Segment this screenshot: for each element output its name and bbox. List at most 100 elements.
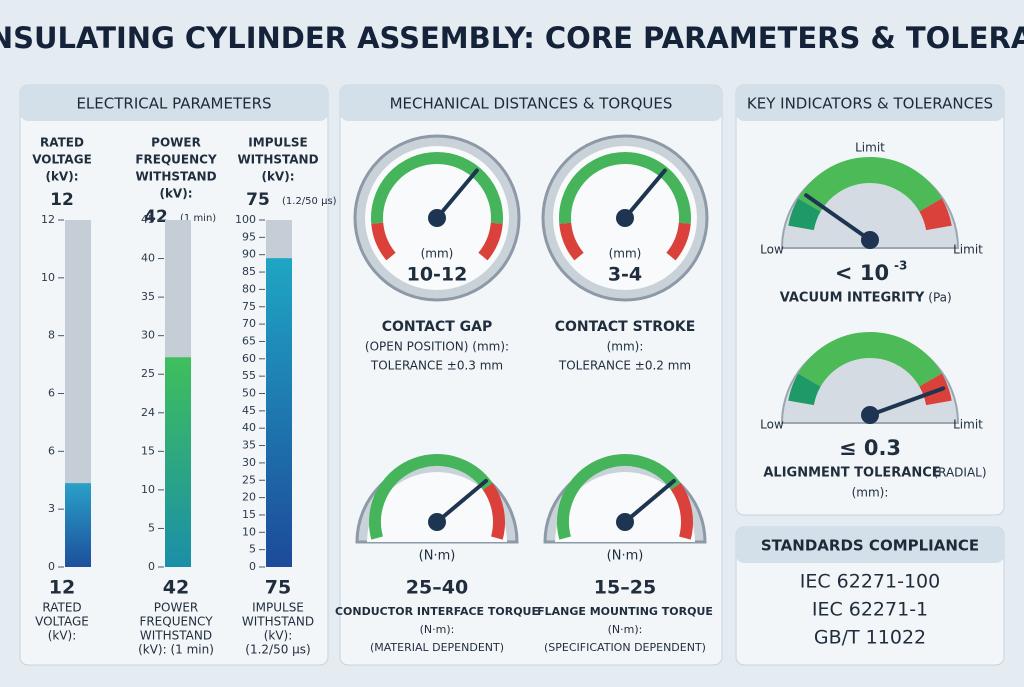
tick-label: 90 bbox=[242, 248, 256, 261]
column-header: WITHSTAND bbox=[237, 153, 318, 167]
bar-fill bbox=[65, 483, 91, 567]
tick-label: 12 bbox=[41, 213, 55, 226]
standard-item: IEC 62271-1 bbox=[812, 599, 928, 621]
tick-label: 45 bbox=[242, 404, 256, 417]
gauge-caption-unit: (Pa) bbox=[928, 291, 951, 305]
tick-label: 6 bbox=[48, 444, 55, 457]
panel-heading: ELECTRICAL PARAMETERS bbox=[76, 95, 271, 113]
panel-heading: MECHANICAL DISTANCES & TORQUES bbox=[390, 95, 673, 113]
gauge-arc bbox=[666, 222, 691, 261]
tick-label: 100 bbox=[235, 213, 256, 226]
gauge-note: TOLERANCE ±0.2 mm bbox=[558, 359, 691, 373]
gauge-needle bbox=[623, 168, 667, 220]
gauge-note: (SPECIFICATION DEPENDENT) bbox=[544, 641, 706, 654]
gauge-needle bbox=[868, 386, 946, 417]
tick-label: 24 bbox=[141, 406, 155, 419]
tick-label: 55 bbox=[242, 369, 256, 382]
standard-item: GB/T 11022 bbox=[814, 627, 926, 649]
bottom-label: (1.2/50 µs) bbox=[245, 643, 310, 657]
bottom-value: 42 bbox=[163, 577, 189, 599]
tick-label: 35 bbox=[141, 290, 155, 303]
tick-label: 10 bbox=[141, 483, 155, 496]
tick-label: 0 bbox=[148, 560, 155, 573]
tick-label: 0 bbox=[48, 560, 55, 573]
tick-label: 8 bbox=[48, 329, 55, 342]
gauge-title: FLANGE MOUNTING TORQUE bbox=[537, 605, 713, 618]
gauge-arc bbox=[478, 222, 503, 261]
gauge-arc bbox=[371, 152, 503, 224]
tick-label: 10 bbox=[41, 271, 55, 284]
bottom-value: 75 bbox=[265, 577, 291, 599]
gauge-title: CONTACT STROKE bbox=[555, 319, 696, 335]
tick-label: 30 bbox=[141, 329, 155, 342]
gauge-hub bbox=[616, 209, 634, 227]
tick-label: 25 bbox=[141, 367, 155, 380]
gauge-hub bbox=[428, 513, 446, 531]
gauge-face bbox=[555, 472, 695, 542]
gauge-value: 25–40 bbox=[406, 577, 468, 599]
bottom-label: WITHSTAND bbox=[242, 615, 314, 629]
panel-header bbox=[736, 85, 1004, 121]
gauge-value: ≤ 0.3 bbox=[839, 436, 901, 460]
gauge-high: Limit bbox=[953, 243, 983, 257]
gauge-arc bbox=[371, 222, 396, 261]
tick-label: 65 bbox=[242, 334, 256, 347]
bottom-value: 12 bbox=[49, 577, 75, 599]
standard-item: IEC 62271-100 bbox=[800, 571, 940, 593]
gauge-arc bbox=[369, 454, 493, 540]
tick-label: 20 bbox=[242, 491, 256, 504]
gauge-value: < 10 bbox=[835, 261, 889, 285]
top-note: (1.2/50 µs) bbox=[282, 196, 337, 207]
bottom-label: (kV): bbox=[264, 629, 293, 643]
bottom-label: POWER bbox=[154, 601, 198, 615]
gauge-high: Limit bbox=[953, 418, 983, 432]
gauge-arc bbox=[559, 222, 584, 261]
tick-label: 25 bbox=[242, 473, 256, 486]
gauge-value: 10-12 bbox=[407, 264, 468, 286]
tick-label: 70 bbox=[242, 317, 256, 330]
gauge-face bbox=[367, 472, 507, 542]
tick-label: 40 bbox=[141, 252, 155, 265]
bottom-label: (kV): (1 min) bbox=[138, 643, 214, 657]
gauge-exponent: -3 bbox=[894, 259, 907, 273]
gauge-unit: (N·m) bbox=[607, 549, 644, 564]
bottom-label: RATED bbox=[42, 601, 81, 615]
gauge-value: 3-4 bbox=[608, 264, 642, 286]
panel-header bbox=[736, 527, 1004, 563]
bottom-label: IMPULSE bbox=[252, 601, 304, 615]
gauge-needle bbox=[623, 478, 677, 524]
column-header: FREQUENCY bbox=[135, 153, 217, 167]
gauge-caption: VACUUM INTEGRITY bbox=[780, 291, 925, 306]
gauge-title: CONTACT GAP bbox=[382, 319, 492, 335]
gauge-needle bbox=[804, 193, 872, 242]
tick-label: 3 bbox=[48, 502, 55, 515]
panel-header bbox=[20, 85, 328, 121]
panel-heading: KEY INDICATORS & TOLERANCES bbox=[747, 95, 993, 113]
gauge-note: TOLERANCE ±0.3 mm bbox=[370, 359, 503, 373]
gauge-note: (N·m): bbox=[608, 623, 643, 636]
gauge-arc bbox=[798, 157, 942, 212]
gauge-note: (MATERIAL DEPENDENT) bbox=[370, 641, 504, 654]
tick-label: 50 bbox=[242, 387, 256, 400]
column-header: (kV): bbox=[45, 170, 78, 184]
column-header: (kV): bbox=[261, 170, 294, 184]
bar-fill bbox=[266, 258, 292, 567]
tick-label: 85 bbox=[242, 265, 256, 278]
bottom-label: FREQUENCY bbox=[139, 615, 213, 629]
column-header: WITHSTAND bbox=[135, 170, 216, 184]
gauge-hub bbox=[861, 231, 879, 249]
column-header: (kV): bbox=[159, 187, 192, 201]
tick-label: 6 bbox=[48, 387, 55, 400]
gauge-arc bbox=[788, 198, 821, 231]
tick-label: 5 bbox=[148, 521, 155, 534]
page-title: VS1 INSULATING CYLINDER ASSEMBLY: CORE P… bbox=[0, 21, 1024, 55]
gauge-hub bbox=[861, 406, 879, 424]
tick-label: 80 bbox=[242, 282, 256, 295]
gauge-arc bbox=[482, 482, 505, 540]
tick-label: 75 bbox=[242, 300, 256, 313]
gauge-hub bbox=[616, 513, 634, 531]
column-header: POWER bbox=[151, 136, 201, 150]
bottom-label: WITHSTAND bbox=[140, 629, 212, 643]
tick-label: 40 bbox=[242, 421, 256, 434]
